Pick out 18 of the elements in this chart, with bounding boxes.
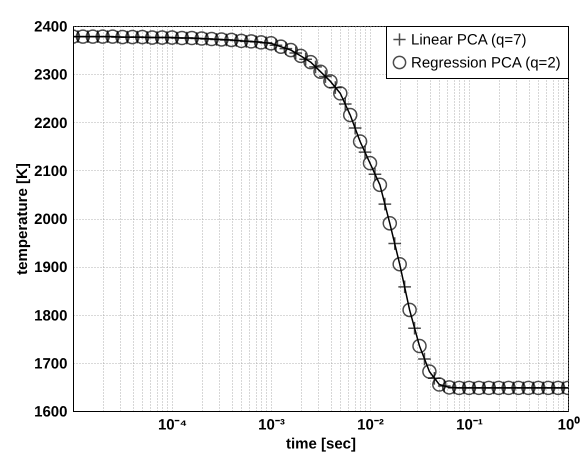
y-tick-label: 2300 xyxy=(34,66,68,84)
y-tick-label: 2400 xyxy=(34,18,68,36)
y-tick-label: 1800 xyxy=(34,307,68,324)
y-tick-label: 1900 xyxy=(34,259,68,276)
legend-label: Linear PCA (q=7) xyxy=(411,32,526,48)
x-tick-label: 10⁻² xyxy=(357,416,384,434)
x-tick-label: 10⁻⁴ xyxy=(158,416,188,434)
x-tick-label: 10⁻¹ xyxy=(456,416,483,434)
y-tick-label: 1700 xyxy=(34,355,68,372)
y-tick-label: 2200 xyxy=(34,114,68,132)
x-axis-title: time [sec] xyxy=(286,436,356,452)
x-tick-label: 10⁰ xyxy=(558,416,580,434)
x-tick-label: 10⁻³ xyxy=(258,416,285,434)
y-axis-title: temperature [K] xyxy=(14,163,32,275)
legend-label: Regression PCA (q=2) xyxy=(411,54,561,72)
y-tick-label: 2000 xyxy=(34,211,68,228)
y-tick-label: 1600 xyxy=(34,404,68,420)
y-tick-label: 2100 xyxy=(34,162,68,180)
